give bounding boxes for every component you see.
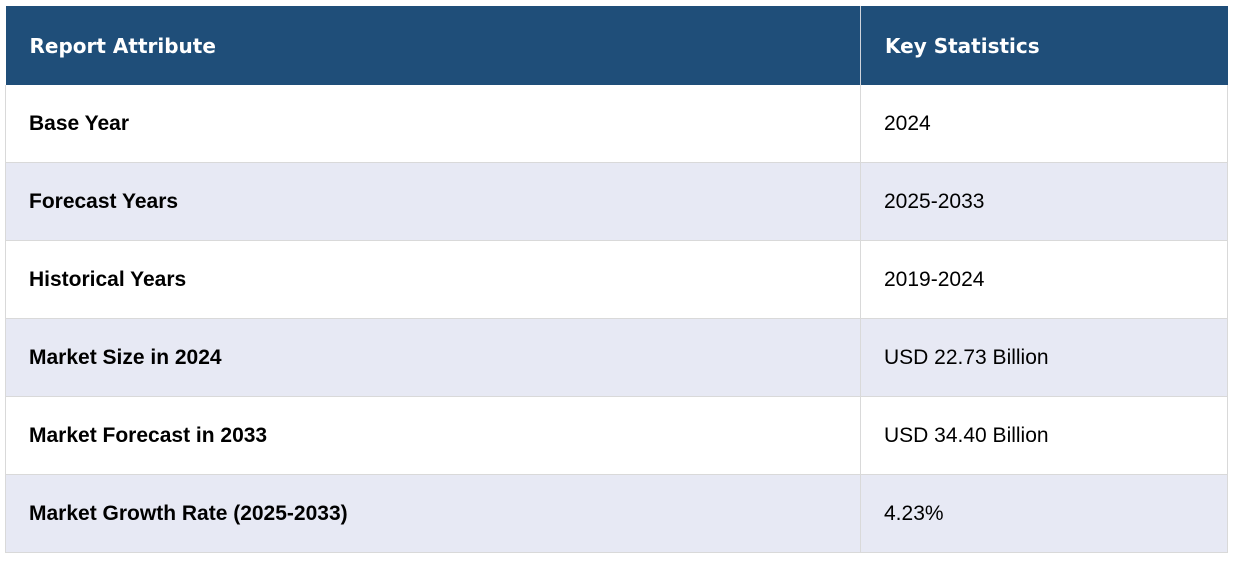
value-cell: 4.23% — [860, 474, 1228, 553]
attribute-cell: Market Size in 2024 — [5, 318, 861, 397]
column-header-key-statistics: Key Statistics — [860, 6, 1228, 85]
column-header-report-attribute: Report Attribute — [5, 6, 861, 85]
table-row: Market Size in 2024 USD 22.73 Billion — [5, 318, 1228, 397]
table-row: Forecast Years 2025-2033 — [5, 162, 1228, 241]
table-row: Base Year 2024 — [5, 85, 1228, 163]
table-row: Market Growth Rate (2025-2033) 4.23% — [5, 474, 1228, 553]
value-cell: USD 22.73 Billion — [860, 318, 1228, 397]
value-cell: 2024 — [860, 85, 1228, 163]
value-cell: USD 34.40 Billion — [860, 396, 1228, 475]
attribute-cell: Market Growth Rate (2025-2033) — [5, 474, 861, 553]
attribute-cell: Historical Years — [5, 240, 861, 319]
attribute-cell: Market Forecast in 2033 — [5, 396, 861, 475]
table-header-row: Report Attribute Key Statistics — [5, 6, 1228, 85]
attribute-cell: Forecast Years — [5, 162, 861, 241]
value-cell: 2025-2033 — [860, 162, 1228, 241]
value-cell: 2019-2024 — [860, 240, 1228, 319]
table-row: Historical Years 2019-2024 — [5, 240, 1228, 319]
report-statistics-table: Report Attribute Key Statistics Base Yea… — [5, 6, 1228, 553]
attribute-cell: Base Year — [5, 85, 861, 163]
table-row: Market Forecast in 2033 USD 34.40 Billio… — [5, 396, 1228, 475]
